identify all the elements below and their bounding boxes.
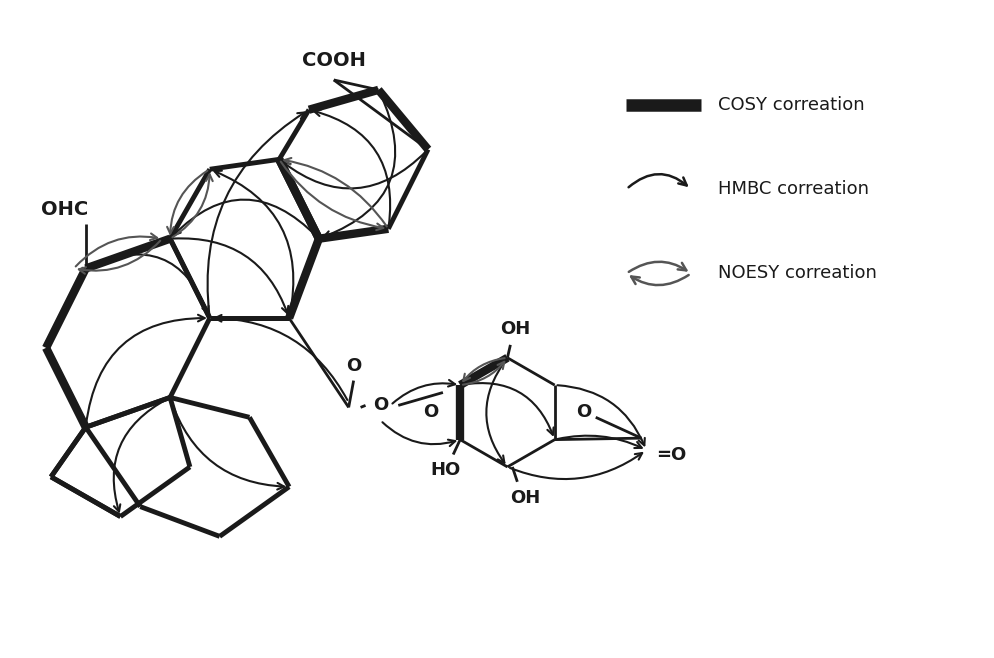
Text: OH: OH [510,489,540,507]
Text: COSY correation: COSY correation [717,96,864,114]
Text: OHC: OHC [41,200,88,219]
Text: O: O [576,403,590,421]
Text: O: O [373,396,388,415]
Text: O: O [346,357,361,374]
Text: =O: =O [656,446,686,464]
Text: O: O [423,403,438,421]
Text: HMBC correation: HMBC correation [717,180,868,198]
Text: NOESY correation: NOESY correation [717,265,876,282]
Text: OH: OH [500,320,530,338]
Text: HO: HO [429,461,460,480]
Text: COOH: COOH [301,51,366,70]
